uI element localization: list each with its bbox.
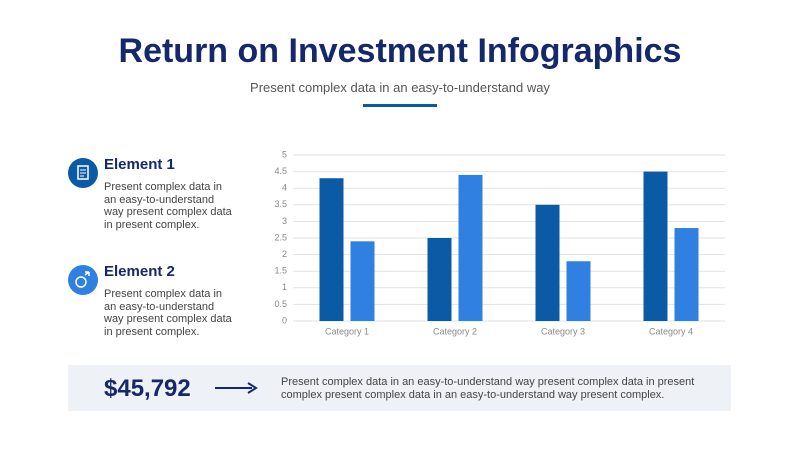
- footer-box: [68, 365, 731, 411]
- y-tick-label: 4: [282, 183, 287, 193]
- x-tick-label: Category 4: [649, 326, 693, 336]
- x-tick-label: Category 3: [541, 326, 585, 336]
- chart: 0 0.5 1 1.5 2 2.5 3 3.5 4 4.5 5 Category 1 Category …: [274, 149, 725, 336]
- bar: [427, 238, 452, 321]
- y-tick-label: 3.5: [274, 199, 287, 209]
- bar: [319, 178, 344, 321]
- title: Return on Investment Infographics: [118, 32, 682, 70]
- element-title: Element 2: [104, 263, 175, 280]
- x-tick-label: Category 1: [325, 326, 369, 336]
- bar: [350, 241, 375, 321]
- y-tick-label: 3: [282, 216, 287, 226]
- title-underline: [363, 104, 437, 107]
- y-tick-label: 1: [282, 282, 287, 292]
- bar: [535, 204, 560, 321]
- y-tick-label: 0: [282, 315, 287, 325]
- y-tick-label: 2.5: [274, 232, 287, 242]
- bar: [643, 171, 668, 321]
- bar: [458, 174, 483, 321]
- element-icon: [68, 158, 98, 188]
- bar: [674, 228, 699, 321]
- element-icon: [68, 265, 98, 295]
- y-tick-label: 0.5: [274, 299, 287, 309]
- arrow: [215, 382, 258, 394]
- y-tick-label: 5: [282, 149, 287, 159]
- y-tick-label: 2: [282, 249, 287, 259]
- bar: [566, 261, 591, 321]
- amount: $45,792: [104, 375, 191, 402]
- element-text: Present complex data in an easy-to-under…: [104, 288, 232, 338]
- y-tick-label: 1.5: [274, 266, 287, 276]
- y-tick-label: 4.5: [274, 166, 287, 176]
- footer-text: Present complex data in an easy-to-under…: [281, 376, 695, 401]
- element-text: Present complex data in an easy-to-under…: [104, 181, 232, 231]
- subtitle: Present complex data in an easy-to-under…: [250, 80, 550, 95]
- element-title: Element 1: [104, 156, 175, 173]
- x-tick-label: Category 2: [433, 326, 477, 336]
